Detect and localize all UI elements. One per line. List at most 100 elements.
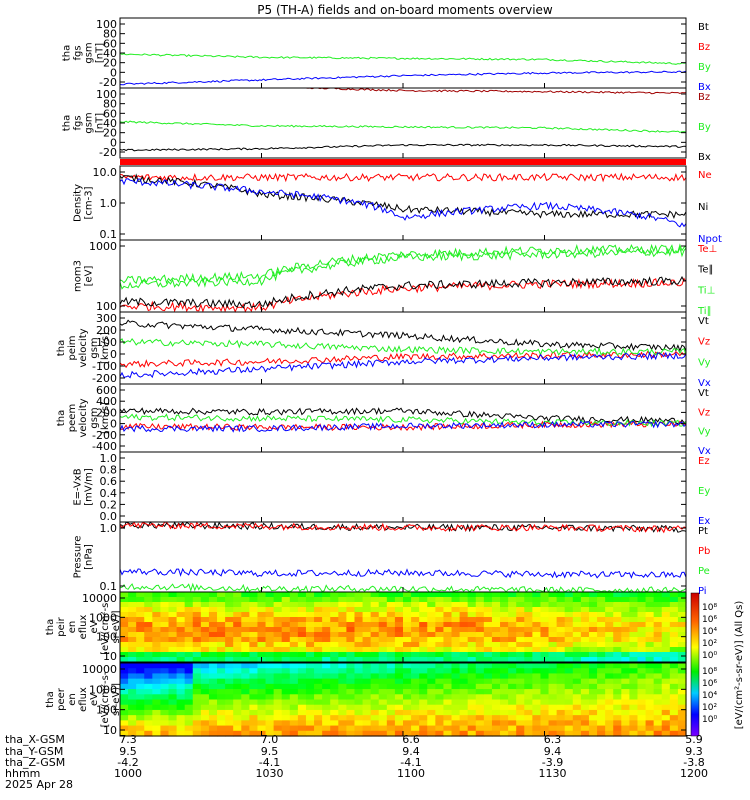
spectrogram-cell <box>629 632 639 638</box>
spectrogram-cell <box>184 607 194 613</box>
spectrogram-cell <box>580 607 590 613</box>
spectrogram-cell <box>403 627 412 633</box>
spectrogram-cell <box>580 689 590 695</box>
spectrogram-cell <box>427 592 436 598</box>
spectrogram-cell <box>532 668 542 675</box>
spectrogram-cell <box>192 678 202 685</box>
spectrogram-cell <box>629 592 639 598</box>
spectrogram-cell <box>281 597 291 603</box>
spectrogram-cell <box>184 647 194 653</box>
spectrogram-cell <box>160 617 170 623</box>
spectrogram-cell <box>144 642 153 648</box>
spectrogram-cell <box>548 683 558 690</box>
spectrogram-cell <box>508 652 517 658</box>
spectrogram-cell <box>661 642 671 648</box>
spectrogram-cell <box>435 657 445 663</box>
spectrogram-cell <box>459 627 469 633</box>
spectrogram-cell <box>297 720 307 727</box>
spectrogram-cell <box>443 592 453 598</box>
spectrogram-cell <box>136 592 145 598</box>
spectrogram-cell <box>176 647 186 653</box>
spectrogram-cell <box>257 627 267 633</box>
spectrogram-cell <box>346 678 356 685</box>
spectrogram-cell <box>120 673 129 680</box>
spectrogram-cell <box>144 668 153 675</box>
spectrogram-cell <box>500 709 509 716</box>
spectrogram-cell <box>597 652 606 658</box>
spectrogram-cell <box>233 647 242 653</box>
spectrogram-cell <box>508 730 517 737</box>
spectrogram-cell <box>200 704 210 711</box>
spectrogram-cell <box>483 715 493 721</box>
spectrogram-cell <box>225 647 234 653</box>
spectrogram-cell <box>289 673 299 680</box>
spectrogram-cell <box>273 642 283 648</box>
spectrogram-cell <box>475 657 485 663</box>
spectrogram-cell <box>637 715 647 721</box>
spectrogram-cell <box>483 694 493 701</box>
spectrogram-cell <box>524 683 533 690</box>
spectrogram-cell <box>370 725 380 732</box>
spectrogram-cell <box>653 597 663 603</box>
spectrogram-cell <box>128 683 137 690</box>
spectrogram-cell <box>192 663 202 669</box>
spectrogram-cell <box>491 663 501 669</box>
spectrogram-cell <box>144 657 153 663</box>
spectrogram-cell <box>168 715 178 721</box>
spectrogram-cell <box>168 709 178 716</box>
spectrogram-cell <box>241 592 250 598</box>
spectrogram-cell <box>669 683 679 690</box>
spectrogram-cell <box>629 602 639 608</box>
spectrogram-cell <box>677 612 687 618</box>
spectrogram-cell <box>459 730 469 737</box>
spectrogram-cell <box>297 683 307 690</box>
spectrogram-cell <box>273 709 283 716</box>
y-axis-label-line: gsm <box>89 337 100 358</box>
spectrogram-cell <box>297 647 307 653</box>
spectrogram-cell <box>500 647 509 653</box>
spectrogram-cell <box>184 704 194 711</box>
spectrogram-cell <box>483 730 493 737</box>
spectrogram-cell <box>160 683 170 690</box>
spectrogram-cell <box>597 668 606 675</box>
spectrogram-cell <box>629 689 639 695</box>
spectrogram-cell <box>548 689 558 695</box>
spectrogram-cell <box>200 617 210 623</box>
spectrogram-cell <box>314 652 323 658</box>
spectrogram-cell <box>669 678 679 685</box>
spectrogram-cell <box>136 652 145 658</box>
spectrogram-cell <box>524 652 533 658</box>
spectrogram-cell <box>233 607 242 613</box>
legend-Pb: Pb <box>698 546 710 557</box>
spectrogram-cell <box>621 632 630 638</box>
spectrogram-cell <box>176 597 186 603</box>
spectrogram-cell <box>338 642 347 648</box>
spectrogram-cell <box>362 637 372 643</box>
spectrogram-cell <box>572 657 582 663</box>
spectrogram-cell <box>273 657 283 663</box>
spectrogram-cell <box>362 678 372 685</box>
spectrogram-cell <box>443 720 453 727</box>
spectrogram-cell <box>572 647 582 653</box>
spectrogram-cell <box>475 689 485 695</box>
spectrogram-cell <box>677 704 687 711</box>
spectrogram-cell <box>621 647 630 653</box>
spectrogram-cell <box>491 704 501 711</box>
spectrogram-cell <box>362 617 372 623</box>
spectrogram-cell <box>540 622 550 628</box>
spectrogram-cell <box>564 678 574 685</box>
spectrogram-cell <box>249 592 259 598</box>
spectrogram-cell <box>265 592 275 598</box>
spectrogram-cell <box>192 689 202 695</box>
spectrogram-cell <box>289 607 299 613</box>
spectrogram-cell <box>475 709 485 716</box>
spectrogram-cell <box>467 612 477 618</box>
spectrogram-cell <box>136 597 145 603</box>
spectrogram-cell <box>645 694 655 701</box>
spectrogram-cell <box>322 632 331 638</box>
spectrogram-cell <box>443 597 453 603</box>
spectrogram-cell <box>653 663 663 669</box>
spectrogram-cell <box>548 632 558 638</box>
spectrogram-cell <box>217 683 226 690</box>
